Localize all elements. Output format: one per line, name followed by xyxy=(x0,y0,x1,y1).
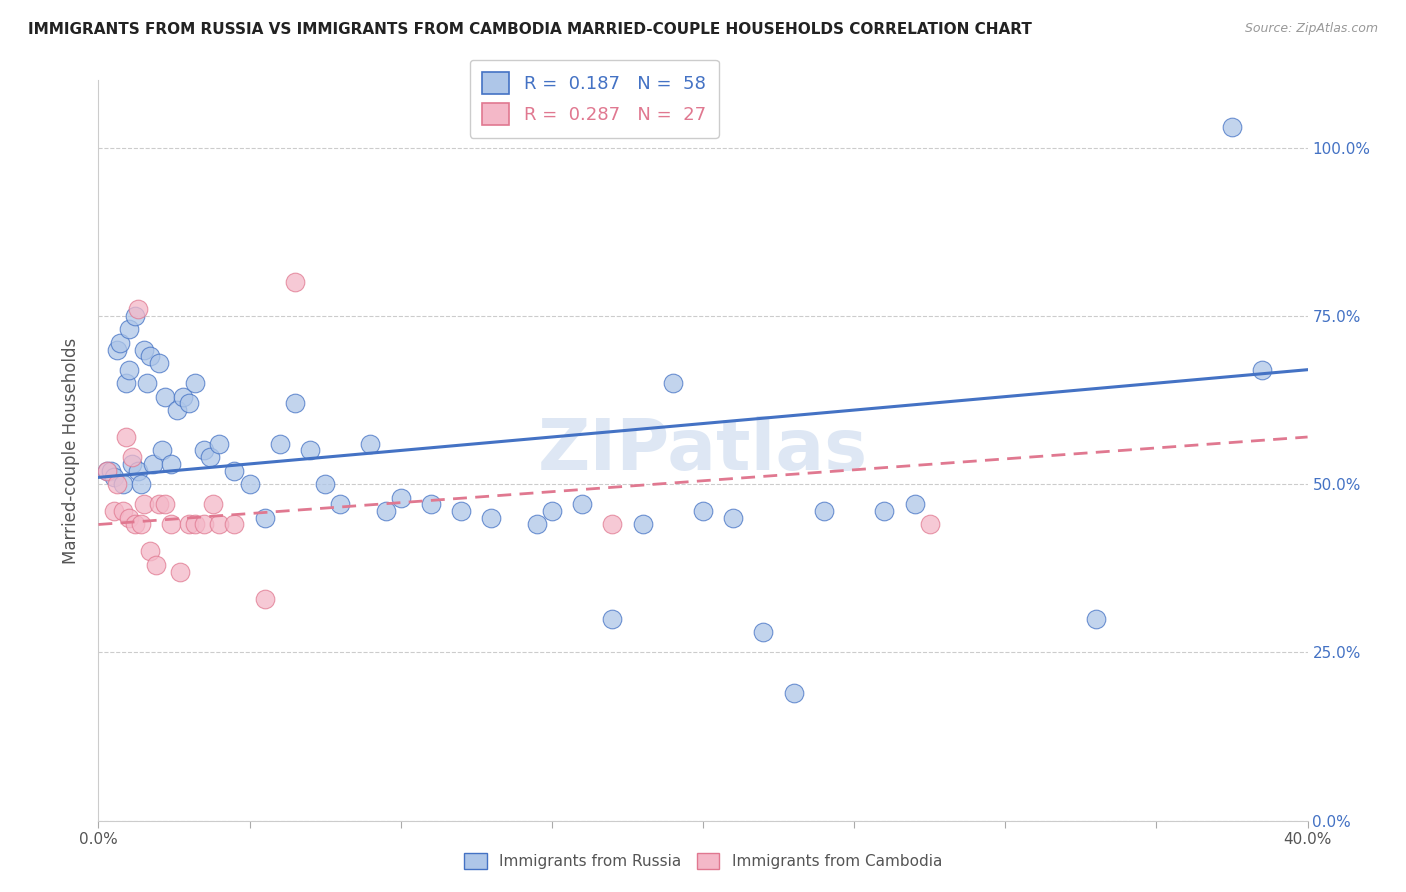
Point xyxy=(329,497,352,511)
Point xyxy=(239,477,262,491)
Point xyxy=(208,436,231,450)
Point xyxy=(108,335,131,350)
Point xyxy=(284,396,307,410)
Point xyxy=(129,477,152,491)
Point xyxy=(118,322,141,336)
Point xyxy=(111,504,134,518)
Point xyxy=(105,343,128,357)
Y-axis label: Married-couple Households: Married-couple Households xyxy=(62,337,80,564)
Point xyxy=(202,497,225,511)
Point xyxy=(752,625,775,640)
Point xyxy=(118,510,141,524)
Point xyxy=(193,443,215,458)
Point xyxy=(200,450,222,465)
Point xyxy=(193,517,215,532)
Point xyxy=(96,464,118,478)
Point xyxy=(129,517,152,532)
Point xyxy=(132,343,155,357)
Point xyxy=(571,497,593,511)
Legend: Immigrants from Russia, Immigrants from Cambodia: Immigrants from Russia, Immigrants from … xyxy=(458,847,948,875)
Point xyxy=(153,390,176,404)
Point xyxy=(602,517,624,532)
Point xyxy=(904,497,927,511)
Point xyxy=(184,376,207,391)
Point xyxy=(114,430,136,444)
Point xyxy=(360,436,382,450)
Text: Source: ZipAtlas.com: Source: ZipAtlas.com xyxy=(1244,22,1378,36)
Point xyxy=(374,504,396,518)
Point xyxy=(299,443,322,458)
Point xyxy=(127,464,149,478)
Point xyxy=(145,558,167,572)
Point xyxy=(148,356,170,370)
Point xyxy=(148,497,170,511)
Point xyxy=(124,517,146,532)
Point xyxy=(111,477,134,491)
Point xyxy=(253,510,276,524)
Point xyxy=(121,457,143,471)
Point xyxy=(184,517,207,532)
Point xyxy=(139,544,162,558)
Point xyxy=(160,457,183,471)
Point xyxy=(1220,120,1243,135)
Point xyxy=(284,275,307,289)
Point xyxy=(127,302,149,317)
Point xyxy=(224,464,246,478)
Point xyxy=(1085,612,1108,626)
Point xyxy=(142,457,165,471)
Point xyxy=(100,464,122,478)
Point xyxy=(526,517,548,532)
Point xyxy=(269,436,291,450)
Point xyxy=(481,510,503,524)
Point xyxy=(118,362,141,376)
Text: IMMIGRANTS FROM RUSSIA VS IMMIGRANTS FROM CAMBODIA MARRIED-COUPLE HOUSEHOLDS COR: IMMIGRANTS FROM RUSSIA VS IMMIGRANTS FRO… xyxy=(28,22,1032,37)
Point xyxy=(105,477,128,491)
Point xyxy=(389,491,412,505)
Point xyxy=(208,517,231,532)
Point xyxy=(450,504,472,518)
Point xyxy=(103,504,125,518)
Point xyxy=(150,443,173,458)
Point xyxy=(420,497,443,511)
Point xyxy=(540,504,562,518)
Legend: R =  0.187   N =  58, R =  0.287   N =  27: R = 0.187 N = 58, R = 0.287 N = 27 xyxy=(470,60,718,138)
Point xyxy=(661,376,683,391)
Point xyxy=(169,565,191,579)
Point xyxy=(873,504,896,518)
Point xyxy=(813,504,835,518)
Point xyxy=(166,403,188,417)
Point xyxy=(631,517,654,532)
Point xyxy=(783,686,806,700)
Point xyxy=(253,591,276,606)
Point xyxy=(124,309,146,323)
Point xyxy=(132,497,155,511)
Point xyxy=(692,504,714,518)
Point xyxy=(103,470,125,484)
Text: ZIPatlas: ZIPatlas xyxy=(538,416,868,485)
Point xyxy=(139,349,162,363)
Point xyxy=(314,477,336,491)
Point xyxy=(135,376,157,391)
Point xyxy=(179,517,201,532)
Point xyxy=(918,517,941,532)
Point xyxy=(172,390,194,404)
Point xyxy=(96,464,118,478)
Point xyxy=(1251,362,1274,376)
Point xyxy=(224,517,246,532)
Point xyxy=(160,517,183,532)
Point xyxy=(723,510,745,524)
Point xyxy=(114,376,136,391)
Point xyxy=(179,396,201,410)
Point xyxy=(602,612,624,626)
Point xyxy=(121,450,143,465)
Point xyxy=(153,497,176,511)
